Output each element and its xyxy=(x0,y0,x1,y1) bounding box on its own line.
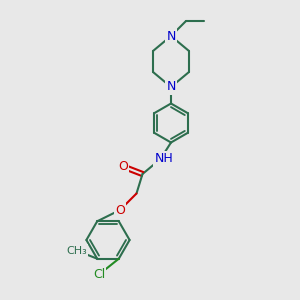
Text: N: N xyxy=(166,80,176,94)
Text: NH: NH xyxy=(155,152,173,166)
Text: N: N xyxy=(166,29,176,43)
Text: CH₃: CH₃ xyxy=(66,245,87,256)
Text: Cl: Cl xyxy=(93,268,105,281)
Text: O: O xyxy=(118,160,128,173)
Text: O: O xyxy=(115,203,125,217)
